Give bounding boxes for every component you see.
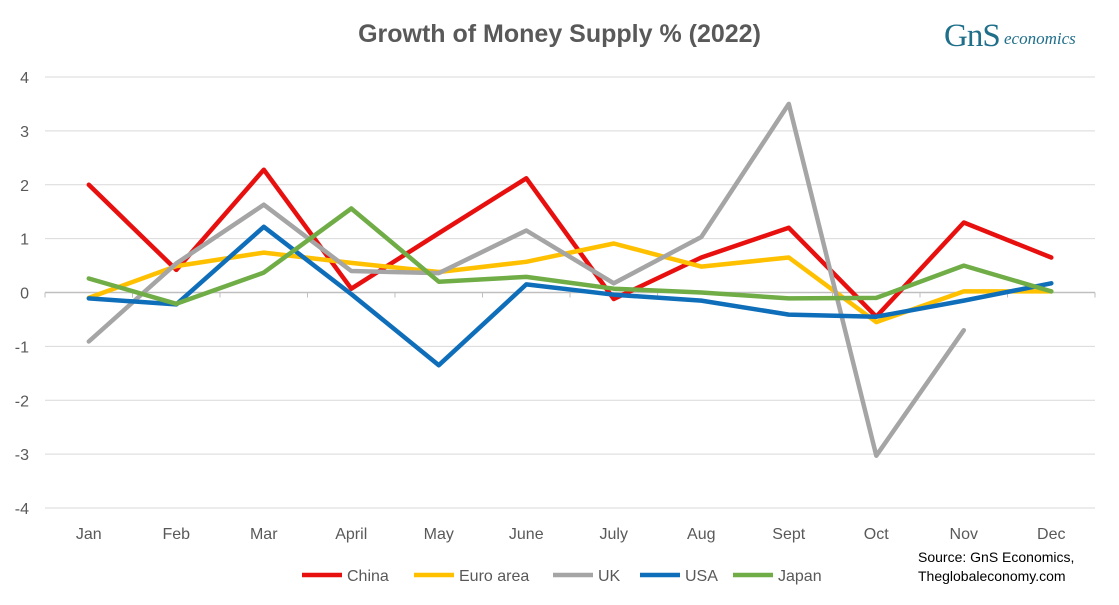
- y-tick-label: 0: [20, 286, 29, 303]
- gns-economics-logo: GnS economics: [944, 18, 1094, 62]
- y-tick-label: -4: [15, 501, 29, 518]
- x-tick-label: Nov: [950, 526, 978, 543]
- x-tick-label: April: [335, 526, 367, 543]
- y-tick-label: -3: [15, 447, 29, 464]
- source-line-1: Source: GnS Economics,: [918, 549, 1075, 565]
- y-tick-label: 1: [20, 232, 29, 249]
- logo-brand: GnS: [944, 18, 1001, 54]
- x-tick-label: May: [424, 526, 454, 543]
- x-tick-label: June: [509, 526, 544, 543]
- x-tick-label: Oct: [864, 526, 889, 543]
- x-tick-label: July: [600, 526, 628, 543]
- y-tick-label: 3: [20, 124, 29, 141]
- x-tick-label: Sept: [772, 526, 805, 543]
- x-tick-label: Aug: [687, 526, 715, 543]
- x-tick-label: Feb: [162, 526, 190, 543]
- series-line-japan: [86, 206, 1054, 307]
- legend-label: USA: [685, 568, 718, 585]
- x-tick-label: Mar: [250, 526, 278, 543]
- y-tick-label: 2: [20, 178, 29, 195]
- source-line-2: Theglobaleconomy.com: [918, 568, 1066, 584]
- y-tick-label: -1: [15, 339, 29, 356]
- series-line-china: [86, 167, 1054, 319]
- y-tick-label: 4: [20, 70, 29, 87]
- logo-suffix: economics: [1004, 29, 1076, 48]
- series-line-uk: [86, 101, 967, 458]
- legend-label: UK: [598, 568, 621, 585]
- y-tick-label: -2: [15, 393, 29, 410]
- legend-label: Japan: [778, 568, 822, 585]
- x-tick-label: Dec: [1037, 526, 1065, 543]
- x-tick-label: Jan: [76, 526, 102, 543]
- series-line-usa: [86, 224, 1054, 368]
- chart-title: Growth of Money Supply % (2022): [358, 20, 761, 48]
- source-note: Source: GnS Economics, Theglobaleconomy.…: [918, 548, 1074, 586]
- legend-label: China: [347, 568, 389, 585]
- legend-label: Euro area: [459, 568, 529, 585]
- series-line-euro-area: [86, 241, 1054, 325]
